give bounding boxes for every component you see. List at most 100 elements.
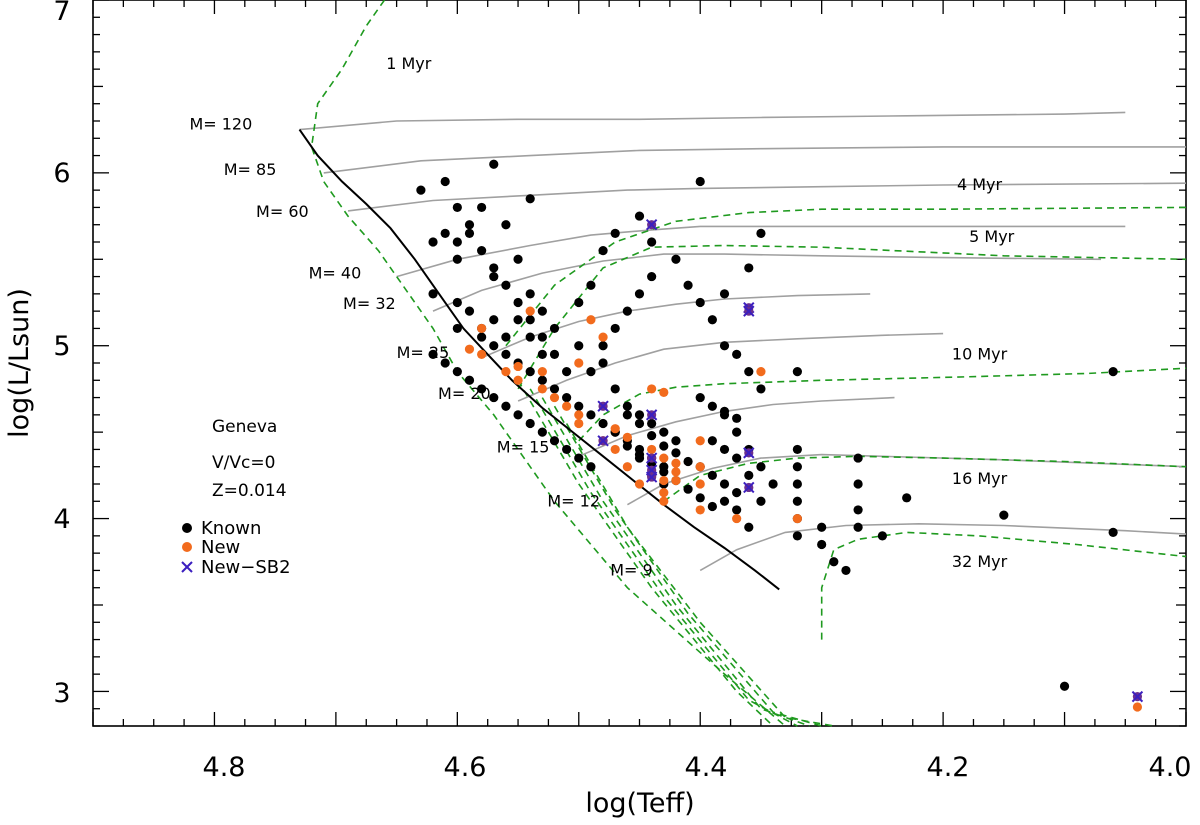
point-known <box>647 418 657 429</box>
legend-marker-new-sb2 <box>181 561 193 573</box>
point-known <box>744 470 754 480</box>
point-known <box>744 263 754 273</box>
point-known <box>647 237 657 247</box>
point-known <box>440 358 450 368</box>
point-known <box>501 220 511 230</box>
legend-label-known: Known <box>201 518 261 539</box>
point-known <box>513 297 523 308</box>
point-known <box>707 401 717 411</box>
point-known <box>647 431 657 441</box>
point-known <box>792 479 802 489</box>
point-known <box>671 254 681 264</box>
point-new <box>622 462 632 472</box>
point-known <box>477 384 487 394</box>
point-new <box>537 384 547 394</box>
point-known <box>732 505 742 515</box>
point-known <box>574 401 584 411</box>
point-known <box>792 462 802 472</box>
point-known <box>464 306 475 316</box>
x-tick-label: 4.8 <box>203 752 246 783</box>
isochrone-label: 32 Myr <box>952 552 1008 571</box>
point-known <box>999 510 1009 520</box>
isochrone-label: 4 Myr <box>957 175 1003 194</box>
point-known <box>574 453 584 463</box>
point-new <box>549 392 560 403</box>
point-known <box>525 418 535 429</box>
point-new <box>732 513 742 524</box>
point-known <box>744 522 754 532</box>
point-known <box>695 176 705 187</box>
point-new <box>659 488 669 498</box>
point-new <box>659 387 669 397</box>
point-known <box>707 436 717 446</box>
point-new-sb2 <box>743 305 755 317</box>
point-known <box>598 246 608 256</box>
point-known <box>634 211 645 221</box>
y-tick-label: 5 <box>53 331 70 362</box>
point-known <box>622 441 632 451</box>
point-new <box>671 458 681 468</box>
point-known <box>416 185 426 195</box>
mass-label: M= 20 <box>438 384 491 403</box>
point-known <box>489 341 499 351</box>
point-new <box>610 424 620 434</box>
axis-ticks <box>92 0 1187 727</box>
point-known <box>695 493 705 503</box>
point-known <box>562 444 572 455</box>
point-known <box>683 456 693 467</box>
point-new-sb2 <box>743 481 755 494</box>
point-known <box>537 306 547 316</box>
isochrone-line <box>310 0 786 727</box>
point-known <box>537 427 547 437</box>
legend-label-new-sb2: New−SB2 <box>201 557 291 578</box>
point-new <box>562 401 572 411</box>
point-known <box>501 280 511 290</box>
point-known <box>537 375 547 385</box>
x-tick-labels: 4.8 4.6 4.4 4.2 4.0 <box>203 752 1192 783</box>
point-known <box>464 228 475 238</box>
point-known <box>659 467 669 477</box>
point-known <box>634 418 645 429</box>
point-known <box>719 406 730 416</box>
legend-marker-known <box>182 523 192 533</box>
point-known <box>525 315 535 325</box>
point-new <box>537 367 547 377</box>
point-known <box>853 505 863 515</box>
point-known <box>853 479 863 489</box>
y-axis-label: log(L/Lsun) <box>4 288 35 438</box>
point-known <box>452 367 462 377</box>
point-known <box>719 444 730 455</box>
point-known <box>610 323 620 334</box>
point-known <box>671 448 681 458</box>
point-known <box>756 462 766 472</box>
point-known <box>549 349 560 359</box>
point-known <box>586 280 596 290</box>
point-known <box>634 410 645 420</box>
point-known <box>622 410 632 420</box>
point-new <box>756 367 766 377</box>
point-known <box>1108 527 1118 538</box>
point-known <box>719 479 730 489</box>
point-known <box>452 297 462 308</box>
point-known <box>719 289 730 299</box>
point-known <box>732 453 742 463</box>
point-known <box>489 315 499 325</box>
point-new <box>659 496 669 506</box>
point-known <box>537 349 547 359</box>
point-known <box>853 522 863 532</box>
point-known <box>647 271 657 282</box>
point-known <box>756 384 766 394</box>
point-known <box>817 539 827 550</box>
point-known <box>719 496 730 506</box>
point-new <box>634 479 645 489</box>
point-known <box>659 427 669 437</box>
point-known <box>634 289 645 299</box>
mass-track <box>347 182 1187 212</box>
point-new <box>695 479 705 489</box>
point-known <box>452 323 462 334</box>
mass-track <box>481 293 871 359</box>
point-known <box>586 367 596 377</box>
point-new <box>695 505 705 515</box>
point-known <box>841 565 851 576</box>
point-known <box>464 375 475 385</box>
